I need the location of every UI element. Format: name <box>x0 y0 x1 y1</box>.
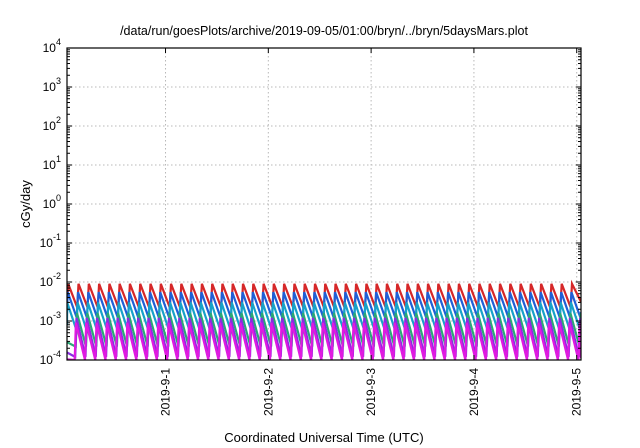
x-tick-label: 2019-9-1 <box>159 368 173 416</box>
y-axis-label: cGy/day <box>18 180 33 228</box>
y-tick-label: 101 <box>43 154 61 172</box>
y-tick-label: 10-3 <box>40 310 61 328</box>
y-tick-label: 100 <box>43 193 61 211</box>
series-line <box>67 317 581 359</box>
x-axis-label: Coordinated Universal Time (UTC) <box>224 430 423 445</box>
y-tick-label: 10-1 <box>40 232 61 250</box>
x-tick-label: 2019-9-5 <box>570 368 584 416</box>
x-tick-label: 2019-9-4 <box>467 368 481 416</box>
y-tick-label: 104 <box>43 37 61 55</box>
y-tick-label: 102 <box>43 115 61 133</box>
x-tick-label: 2019-9-2 <box>261 368 275 416</box>
series-line <box>67 322 581 360</box>
y-tick-label: 10-4 <box>40 349 61 367</box>
x-tick-label: 2019-9-3 <box>364 368 378 416</box>
y-axis: 10-4 10-3 10-2 10-1 100 101 102 103 104 <box>40 37 581 367</box>
x-axis: 2019-9-1 2019-9-2 2019-9-3 2019-9-4 2019-9-5 <box>159 48 584 416</box>
chart-title: /data/run/goesPlots/archive/2019-09-05/0… <box>120 24 528 38</box>
y-tick-label: 10-2 <box>40 271 61 289</box>
series-layer <box>67 279 581 360</box>
y-tick-label: 103 <box>43 76 61 94</box>
